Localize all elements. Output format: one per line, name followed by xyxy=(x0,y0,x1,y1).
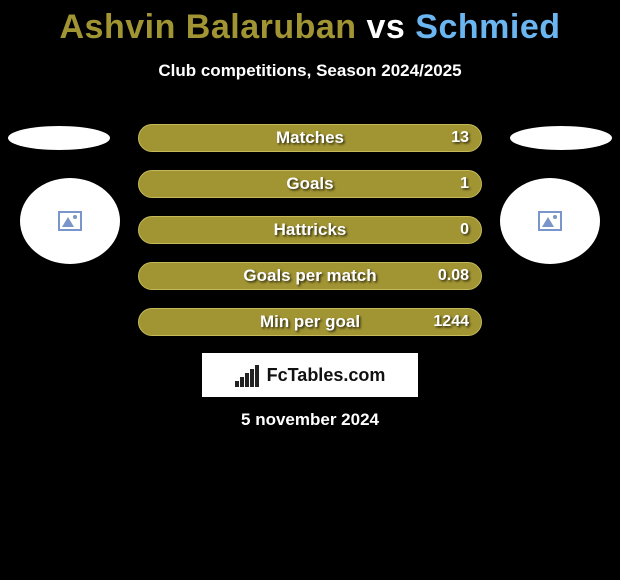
stat-row: Matches 13 xyxy=(138,124,482,152)
team-badge-right xyxy=(500,178,600,264)
image-placeholder-icon xyxy=(58,211,82,231)
stat-row: Min per goal 1244 xyxy=(138,308,482,336)
team-badge-right-shadow xyxy=(510,126,612,150)
stat-value-right: 13 xyxy=(451,129,469,147)
player2-name: Schmied xyxy=(415,8,560,46)
player1-name: Ashvin Balaruban xyxy=(59,8,356,46)
stat-label: Min per goal xyxy=(260,312,360,332)
logo-bars-icon xyxy=(235,363,263,387)
stat-value-right: 1 xyxy=(460,175,469,193)
stat-label: Hattricks xyxy=(274,220,347,240)
image-placeholder-icon xyxy=(538,211,562,231)
stat-row: Hattricks 0 xyxy=(138,216,482,244)
stat-label: Goals xyxy=(286,174,333,194)
stat-label: Matches xyxy=(276,128,344,148)
stats-panel: Matches 13 Goals 1 Hattricks 0 Goals per match… xyxy=(138,124,482,354)
logo-text: FcTables.com xyxy=(267,365,386,386)
stat-row: Goals per match 0.08 xyxy=(138,262,482,290)
comparison-title: Ashvin Balaruban vs Schmied xyxy=(0,0,620,47)
subtitle: Club competitions, Season 2024/2025 xyxy=(0,61,620,81)
team-badge-left-shadow xyxy=(8,126,110,150)
stat-row: Goals 1 xyxy=(138,170,482,198)
stat-value-right: 0.08 xyxy=(438,267,469,285)
stat-label: Goals per match xyxy=(243,266,376,286)
snapshot-date: 5 november 2024 xyxy=(0,410,620,430)
team-badge-left xyxy=(20,178,120,264)
stat-value-right: 0 xyxy=(460,221,469,239)
fctables-logo: FcTables.com xyxy=(202,353,418,397)
stat-value-right: 1244 xyxy=(433,313,469,331)
vs-text: vs xyxy=(357,8,416,46)
